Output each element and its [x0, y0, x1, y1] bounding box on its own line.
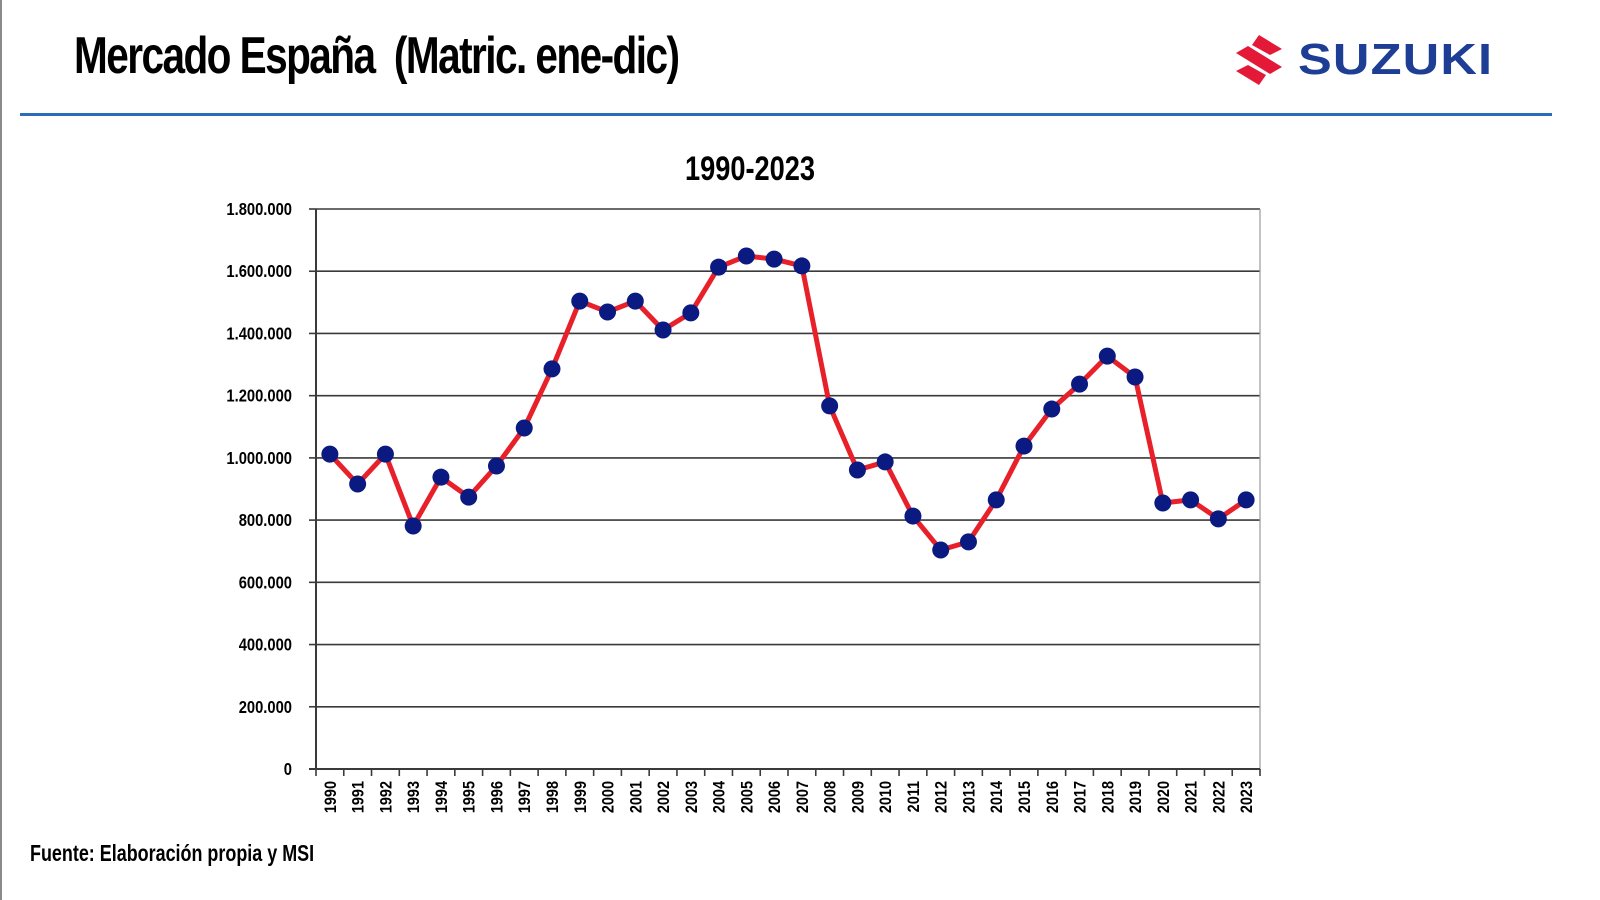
x-tick-label: 2002 [655, 781, 673, 813]
x-tick-label: 1999 [572, 781, 590, 813]
data-point-marker [682, 304, 700, 322]
x-tick-label: 2005 [738, 781, 756, 813]
data-point-marker [904, 507, 922, 525]
x-tick-label: 2010 [877, 781, 895, 813]
y-tick-label: 600.000 [239, 573, 292, 593]
x-tick-label: 1996 [488, 781, 506, 813]
x-tick-label: 2000 [600, 781, 618, 813]
page-title: Mercado España (Matric. ene-dic) [74, 27, 680, 85]
data-point-marker [932, 541, 950, 559]
x-tick-label: 2018 [1099, 781, 1117, 813]
data-point-marker [848, 461, 866, 479]
x-tick-label: 2007 [794, 781, 812, 813]
data-point-marker [737, 247, 755, 265]
x-tick-label: 2016 [1044, 781, 1062, 813]
data-point-marker [376, 445, 394, 463]
data-point-marker [432, 468, 450, 486]
data-point-marker [1237, 491, 1255, 509]
data-point-marker [321, 445, 339, 463]
x-tick-label: 2019 [1127, 781, 1145, 813]
suzuki-logo: SUZUKI [1232, 30, 1492, 90]
gridlines [316, 208, 1261, 769]
data-point-marker [1209, 510, 1227, 528]
x-tick-label: 1995 [461, 781, 479, 813]
data-point-marker [1043, 400, 1061, 418]
y-tick-label: 1.000.000 [226, 449, 292, 469]
x-tick-label: 2001 [627, 781, 645, 813]
x-tick-label: 2011 [905, 781, 923, 813]
data-point-marker [1154, 494, 1172, 512]
data-point-marker [515, 419, 533, 437]
data-point-marker [1126, 368, 1144, 386]
y-axis-labels: 0 200.000 400.000 600.000 800.000 1.000.000 1.… [226, 200, 292, 780]
data-point-marker [876, 453, 894, 471]
x-tick-label: 1992 [377, 781, 395, 813]
data-point-marker [349, 475, 367, 493]
x-tick-label: 2013 [960, 781, 978, 813]
slide-frame-border [0, 0, 2, 900]
x-tick-label: 2008 [822, 781, 840, 813]
data-point-marker [765, 250, 783, 268]
data-point-marker [1015, 437, 1033, 455]
y-tick-label: 1.400.000 [226, 324, 292, 344]
y-tick-label: 0 [284, 760, 292, 780]
x-tick-label: 2023 [1238, 781, 1256, 813]
x-tick-label: 1990 [322, 781, 340, 813]
suzuki-s-icon [1236, 35, 1282, 85]
data-point-marker [460, 488, 478, 506]
y-tick-label: 800.000 [239, 511, 292, 531]
chart-title: 1990-2023 [684, 150, 816, 188]
data-point-marker [571, 292, 589, 310]
data-point-marker [987, 491, 1005, 509]
data-point-marker [487, 457, 505, 475]
data-point-marker [710, 258, 728, 276]
x-tick-label: 2003 [683, 781, 701, 813]
y-tick-label: 400.000 [239, 635, 292, 655]
data-point-marker [821, 397, 839, 415]
x-tick-label: 2004 [711, 781, 729, 813]
x-tick-label: 1998 [544, 781, 562, 813]
data-point-marker [1098, 347, 1116, 365]
data-point-marker [959, 533, 977, 551]
series-line [328, 253, 1248, 553]
y-tick-label: 200.000 [239, 697, 292, 717]
x-tick-label: 2022 [1210, 781, 1228, 813]
x-tick-label: 2021 [1183, 781, 1201, 813]
axes [309, 208, 1261, 776]
x-tick-label: 2014 [988, 781, 1006, 813]
y-tick-label: 1.200.000 [226, 386, 292, 406]
data-point-marker [626, 292, 644, 310]
data-point-marker [404, 517, 422, 535]
data-point-marker [654, 321, 672, 339]
suzuki-wordmark: SUZUKI [1298, 35, 1494, 84]
x-tick-label: 1997 [516, 781, 534, 813]
data-series [321, 247, 1255, 559]
data-point-marker [1182, 491, 1200, 509]
data-point-marker [793, 257, 811, 275]
x-tick-label: 2006 [766, 781, 784, 813]
x-tick-label: 2009 [849, 781, 867, 813]
data-point-marker [599, 303, 617, 321]
x-axis-labels: 1990 1991 1992 1993 1994 1995 1996 1997 1998 1999… [322, 781, 1257, 813]
x-tick-label: 1993 [405, 781, 423, 813]
x-tick-label: 2020 [1155, 781, 1173, 813]
x-tick-label: 1991 [350, 781, 368, 813]
data-point-marker [1071, 375, 1089, 393]
source-note: Fuente: Elaboración propia y MSI [30, 840, 315, 866]
header-divider [20, 113, 1552, 116]
x-tick-label: 2015 [1016, 781, 1034, 813]
x-tick-label: 1994 [433, 781, 451, 813]
x-tick-label: 2017 [1072, 781, 1090, 813]
y-tick-label: 1.600.000 [226, 262, 292, 282]
data-point-marker [543, 360, 561, 378]
x-tick-label: 2012 [933, 781, 951, 813]
y-tick-label: 1.800.000 [226, 200, 292, 220]
